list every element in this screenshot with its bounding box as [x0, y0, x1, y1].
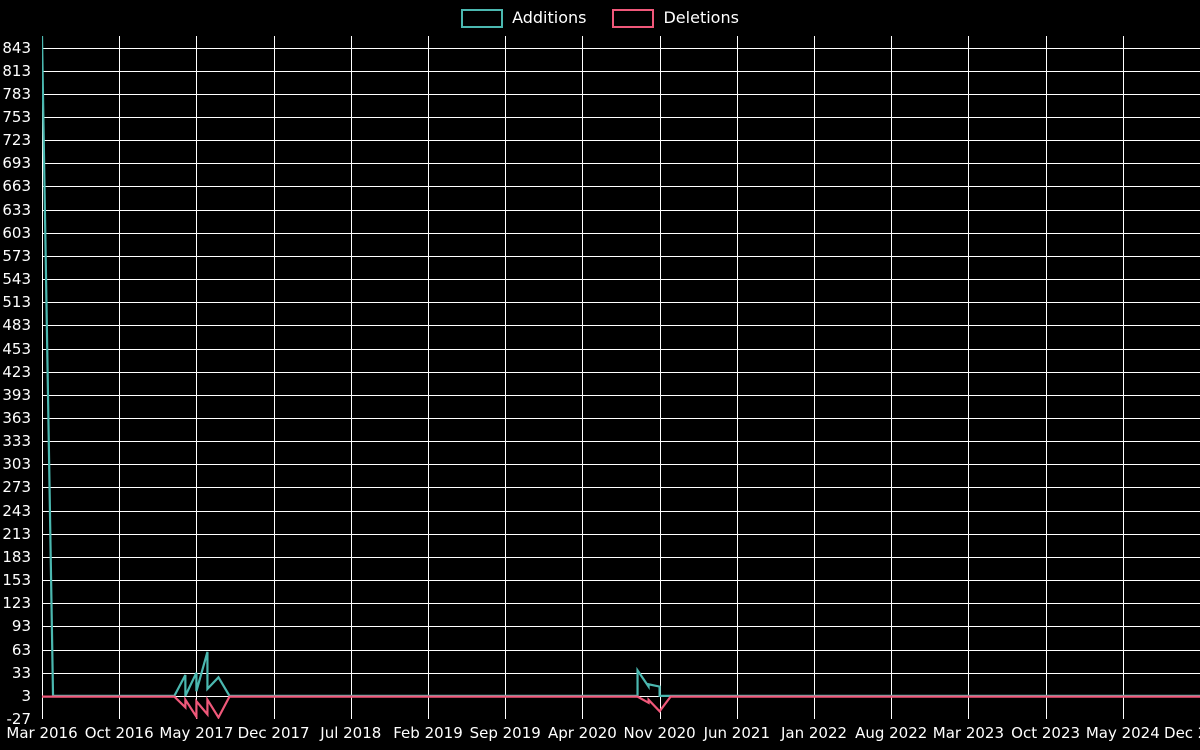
y-axis-tick-label: 453: [2, 339, 31, 358]
x-axis-tick-label: Jan 2022: [780, 724, 848, 742]
y-axis-tick-label: 663: [2, 177, 31, 196]
x-axis-tick-label: Mar 2016: [6, 724, 78, 742]
x-axis-tick-label: Mar 2023: [932, 724, 1005, 742]
axis-tick-marks: [42, 49, 1200, 720]
y-axis-tick-label: 603: [2, 223, 31, 242]
y-axis-tick-label: 843: [2, 38, 31, 57]
y-axis-tick-label: 693: [2, 154, 31, 173]
x-axis-tick-label: May 2017: [159, 724, 234, 742]
series-line-deletions: [42, 695, 1200, 719]
x-axis-tick-label: Oct 2016: [84, 724, 154, 742]
y-axis-tick-label: 753: [2, 108, 31, 127]
x-axis-tick-label: Sep 2019: [469, 724, 541, 742]
y-axis-tick-label: 513: [2, 293, 31, 312]
legend-label-additions: Additions: [512, 8, 587, 27]
y-axis-tick-label: 273: [2, 478, 31, 497]
legend-swatch-additions: [461, 8, 504, 28]
x-axis-tick-label: Jun 2021: [703, 724, 770, 742]
y-axis-tick-label: 183: [2, 547, 31, 566]
x-axis-tick-label: Oct 2023: [1011, 724, 1081, 742]
y-axis-tick-label: 393: [2, 385, 31, 404]
y-axis-tick-label: 333: [2, 432, 31, 451]
y-axis-tick-label: 783: [2, 84, 31, 103]
legend-item-deletions[interactable]: Deletions: [612, 8, 739, 28]
y-axis-tick-label: 423: [2, 362, 31, 381]
plot-svg: [42, 36, 1200, 719]
y-axis-tick-label: 543: [2, 270, 31, 289]
y-axis-tick-label: 813: [2, 61, 31, 80]
x-axis-tick-label: May 2024: [1085, 724, 1160, 742]
chart-legend: Additions Deletions: [0, 0, 1200, 36]
legend-item-additions[interactable]: Additions: [461, 8, 587, 28]
x-axis-tick-label: Nov 2020: [623, 724, 696, 742]
x-axis-tick-label: Dec 2024: [1164, 724, 1200, 742]
legend-label-deletions: Deletions: [663, 8, 739, 27]
x-axis-tick-label: Feb 2019: [393, 724, 463, 742]
y-axis-tick-label: 633: [2, 200, 31, 219]
x-axis-tick-label: Jul 2018: [320, 724, 382, 742]
y-axis-tick-label: 483: [2, 316, 31, 335]
series-line-additions: [42, 36, 1200, 697]
y-axis-tick-label: 153: [2, 571, 31, 590]
y-axis-tick-label: 63: [11, 640, 31, 659]
y-axis-tick-label: 243: [2, 501, 31, 520]
y-axis-tick-label: 723: [2, 131, 31, 150]
vertical-gridlines: [42, 36, 1124, 719]
y-axis-tick-label: -27: [6, 710, 32, 728]
y-axis-tick-label: 33: [11, 663, 31, 682]
y-axis-tick-label: 123: [2, 594, 31, 613]
y-axis-tick-label: 363: [2, 409, 31, 428]
x-axis-tick-label: Aug 2022: [855, 724, 928, 742]
plot-area: 843 813 783 753 723 693 663 633 603 573 543 513 483 4…: [2, 36, 1200, 741]
y-axis-tick-label: 303: [2, 455, 31, 474]
y-axis-tick-label: 93: [11, 617, 31, 636]
horizontal-gridlines: [42, 48, 1200, 697]
y-axis-tick-label: 213: [2, 524, 31, 543]
y-axis-tick-label: 573: [2, 246, 31, 265]
legend-swatch-deletions: [612, 8, 655, 28]
x-axis-tick-label: Apr 2020: [547, 724, 617, 742]
y-axis-tick-label: 3: [21, 686, 31, 705]
x-axis-tick-label: Dec 2017: [237, 724, 310, 742]
